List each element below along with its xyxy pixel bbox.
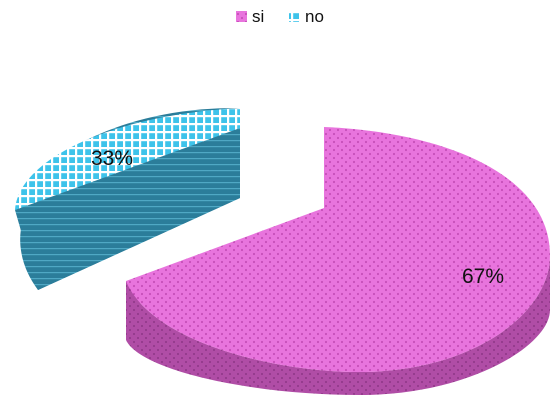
legend-swatch-si bbox=[236, 11, 247, 22]
pie-slice-no bbox=[15, 107, 240, 291]
legend-label-no: no bbox=[305, 7, 324, 26]
legend-swatch-no bbox=[289, 11, 300, 22]
legend-label-si: si bbox=[252, 7, 264, 26]
data-label-si: 67% bbox=[462, 265, 504, 288]
pie-slice-si-top bbox=[126, 127, 550, 372]
data-label-no: 33% bbox=[91, 147, 133, 170]
legend: si no bbox=[236, 7, 324, 26]
pie-slice-si-side bbox=[126, 255, 550, 395]
pie-slice-si bbox=[126, 127, 550, 395]
pie-slice-no-top-face bbox=[15, 108, 240, 210]
pie-slice-no-side-front bbox=[15, 108, 240, 290]
